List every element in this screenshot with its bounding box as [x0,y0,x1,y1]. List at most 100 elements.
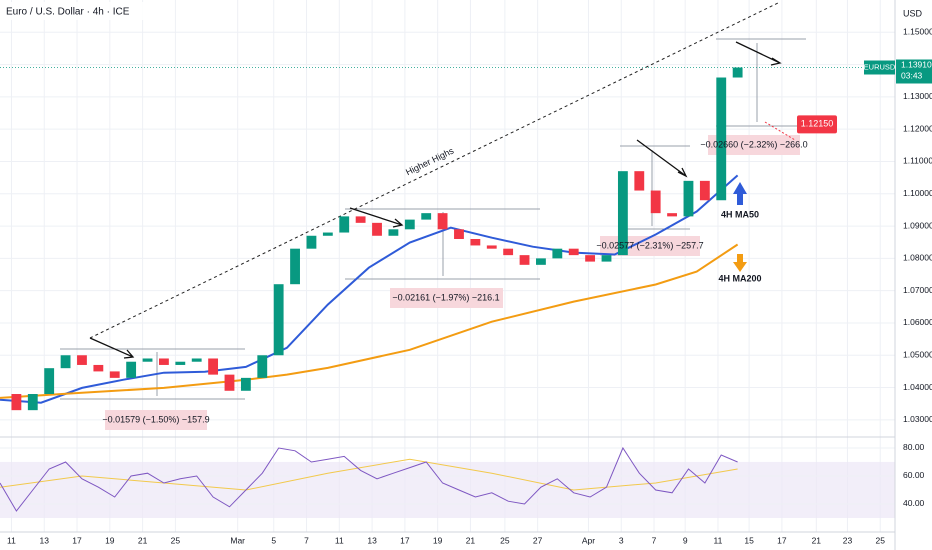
symbol-tag-label: EURUSD [864,62,896,71]
candle [667,213,677,217]
x-tick-label: 21 [466,535,476,545]
candle [650,190,661,214]
candle [404,219,415,230]
candle [208,358,219,375]
arrows [89,41,782,359]
x-tick-label: 25 [171,535,181,545]
grid [0,0,895,532]
alert-pointer [764,121,796,141]
candle [27,394,38,411]
x-tick-label: 21 [138,535,148,545]
candle [470,238,481,246]
x-tick-label: 13 [367,535,377,545]
countdown-label: 03:43 [901,71,923,81]
candle [109,371,120,378]
ma200-arrow [733,254,747,272]
candle [454,229,464,239]
rsi-tick-label: 60.00 [903,470,925,480]
candle [601,255,612,262]
candle [716,77,727,201]
candle [388,229,399,236]
candle [503,248,514,256]
title-bg [0,2,170,20]
measure-lines [60,38,806,400]
candle [372,222,382,236]
candle [683,180,694,217]
measure-box [390,288,503,308]
measure-label: −0.02660 (−2.32%) −266.0 [700,139,807,149]
x-tick-label: 27 [533,535,543,545]
y-tick-label: 1.05000 [903,350,932,360]
trend-line [89,1,781,339]
y-tick-label: 1.07000 [903,285,932,295]
price-tag-label: 1.13910 [901,60,932,70]
candle [240,377,251,391]
x-tick-label: Mar [230,535,245,545]
rsi-line [0,446,738,512]
candle [585,255,596,262]
alert-tag [797,115,837,134]
candle [191,358,202,362]
x-tick-label: 19 [433,535,443,545]
candle [322,232,333,236]
y-tick-label: 1.12000 [903,123,932,133]
y-tick-label: 1.10000 [903,188,932,198]
rsi-band [0,461,895,518]
x-tick-label: 11 [335,535,344,545]
measure-label: −0.02161 (−1.97%) −216.1 [392,292,499,302]
x-tick-label: 19 [105,535,115,545]
measure-box [105,410,207,430]
ma50-label: 4H MA50 [721,209,759,219]
candle [224,374,235,391]
candle [519,255,530,265]
measure-label: −0.02577 (−2.31%) −257.7 [596,240,703,250]
x-tick-label: 17 [400,535,410,545]
x-tick-label: 5 [271,535,276,545]
candle [568,248,579,256]
candle [699,180,710,201]
y-tick-label: 1.11000 [903,156,932,166]
candle [339,216,350,233]
moving-average [0,243,739,399]
candle [126,361,137,378]
candle [536,258,546,265]
price-tag [896,59,932,84]
measure-label: −0.01579 (−1.50%) −157.9 [102,414,209,424]
x-tick-label: 17 [777,535,787,545]
candle [617,171,628,256]
y-tick-label: 1.13000 [903,91,932,101]
candle [732,67,743,78]
x-tick-label: 23 [843,535,853,545]
symbol-tag [864,60,895,75]
x-tick-label: 11 [7,535,16,545]
candle [44,368,55,395]
x-tick-label: 11 [714,535,723,545]
x-tick-label: Apr [582,535,595,545]
x-tick-label: 25 [500,535,510,545]
candle [437,213,448,230]
candle [77,355,87,365]
candle [257,355,268,378]
rsi-ma [0,458,738,491]
x-tick-label: 7 [652,535,657,545]
candle [11,394,22,411]
chart-title: Euro / U.S. Dollar · 4h · ICE [6,7,130,18]
candle [60,355,71,369]
x-tick-label: 25 [876,535,886,545]
x-tick-label: 21 [812,535,822,545]
x-tick-label: 17 [72,535,82,545]
candle [634,171,645,191]
candle [306,235,317,249]
y-tick-label: 1.03000 [903,414,932,424]
rsi-tick-label: 80.00 [903,442,925,452]
candle [421,213,432,220]
candle [175,361,186,365]
alert-tag-label: 1.12150 [801,119,834,129]
moving-average [0,174,739,404]
candle [93,364,104,372]
candle [273,284,284,356]
x-tick-label: 9 [683,535,688,545]
plot [0,67,895,512]
ma50-arrow [733,182,747,205]
